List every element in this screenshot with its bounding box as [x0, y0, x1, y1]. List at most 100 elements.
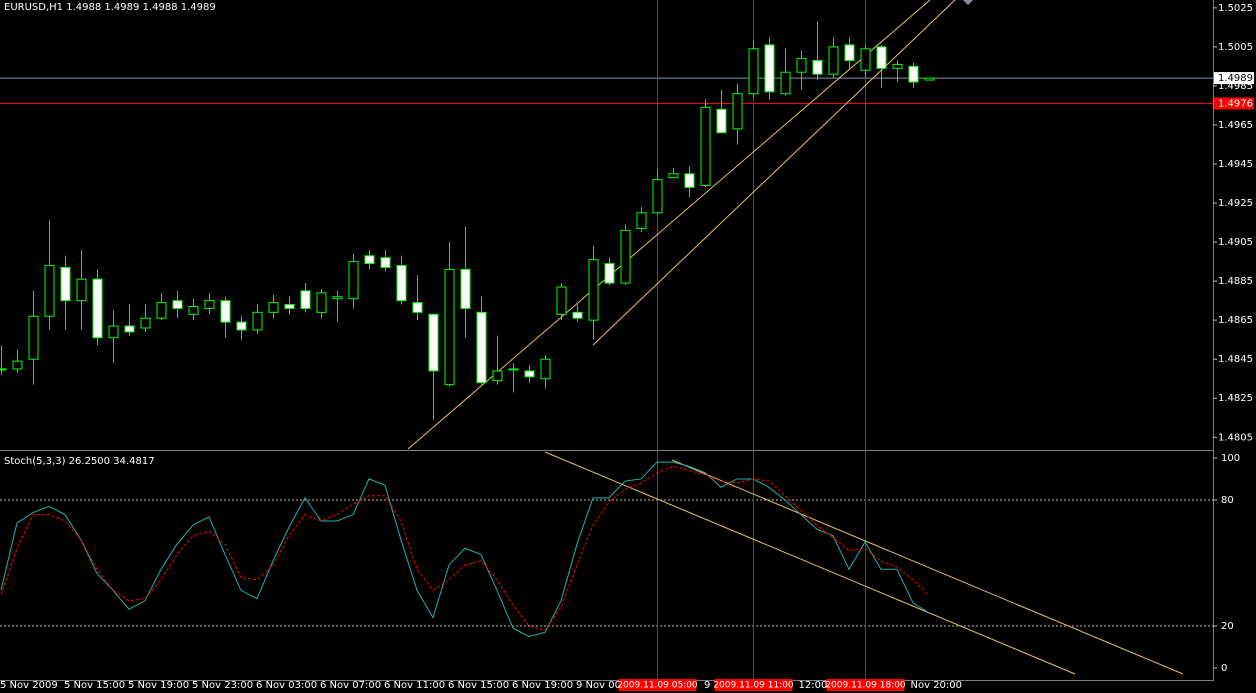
candle-body-up — [156, 302, 167, 319]
y-tick-label: 1.4845 — [1218, 354, 1253, 365]
candle-body-down — [92, 278, 103, 339]
candle-body-down — [172, 300, 183, 309]
candle-body-up — [588, 259, 599, 321]
x-tick-label: 5 Nov 2009 — [0, 680, 58, 691]
candle-body-up — [316, 292, 327, 313]
y-tick-label: 1.4805 — [1218, 432, 1253, 443]
symbol: EURUSD,H1 — [4, 2, 63, 13]
price-label-box — [1214, 72, 1254, 85]
stoch-line — [0, 465, 930, 631]
candle-body-up — [204, 300, 215, 309]
marks — [0, 21, 935, 638]
candle-body-up — [492, 370, 503, 382]
candle-body-up — [108, 325, 119, 339]
time-label: 2009.11.09 05:00 — [617, 681, 698, 691]
x-tick-label: 9 Nov 00: — [576, 680, 624, 691]
y-tick-label: 1.4945 — [1218, 159, 1253, 170]
trend-line — [592, 0, 956, 346]
y-tick-label: 1.4985 — [1218, 81, 1253, 92]
candle-body-up — [732, 93, 743, 130]
candle-body-down — [220, 300, 231, 323]
x-tick-label: 5 Nov 15:00 — [64, 680, 125, 691]
y-tick-label: 1.4965 — [1218, 120, 1253, 131]
trend-line — [544, 451, 1076, 675]
candle-body-up — [268, 302, 279, 313]
y-tick-label: 1.4925 — [1218, 198, 1253, 209]
x-tick-label: Nov 20:00 — [911, 680, 963, 691]
candle-body-up — [508, 368, 519, 371]
x-tick-label: 5 Nov 19:00 — [128, 680, 189, 691]
price-label: 1.4976 — [1218, 98, 1253, 109]
ohlc-low: 1.4988 — [143, 2, 178, 13]
candle-body-down — [236, 321, 247, 331]
candle-body-down — [764, 44, 775, 93]
y-tick-label: 1.4905 — [1218, 237, 1253, 248]
trend-line — [671, 459, 1184, 675]
candle-body-up — [860, 48, 871, 71]
indicator-name: Stoch(5,3,3) — [4, 456, 66, 467]
candle-body-up — [188, 305, 199, 315]
y-tick-label: 1.4825 — [1218, 393, 1253, 404]
candle-body-up — [252, 311, 263, 331]
candle-body-down — [684, 173, 695, 188]
candle-body-up — [444, 268, 455, 386]
time-label: 2009.11.09 11:00 — [713, 681, 794, 691]
candle-body-up — [556, 286, 567, 315]
candle-body-up — [924, 77, 935, 81]
object-marker — [963, 0, 973, 5]
candle-body-down — [428, 313, 439, 372]
y-tick-label: 1.4865 — [1218, 315, 1253, 326]
candle-body-up — [0, 368, 7, 371]
x-tick-label: 5 Nov 23:00 — [192, 680, 253, 691]
candle-body-down — [476, 311, 487, 384]
x-tick-label: 6 Nov 03:00 — [256, 680, 317, 691]
candle-body-down — [524, 370, 535, 378]
time-label: 2009.11.09 18:00 — [825, 681, 906, 691]
candle-body-down — [412, 302, 423, 313]
y-tick-label: 100 — [1221, 453, 1240, 464]
candle-body-up — [748, 48, 759, 95]
time-label-box — [618, 679, 697, 691]
signal-value: 34.4817 — [113, 456, 154, 467]
stoch-line — [0, 461, 930, 638]
candle-body-up — [700, 106, 711, 186]
x-tick-label: 6 Nov 07:00 — [320, 680, 381, 691]
candle-body-down — [284, 304, 295, 309]
candle-body-up — [332, 296, 343, 300]
y-tick-label: 20 — [1221, 621, 1234, 632]
candle-body-up — [828, 46, 839, 75]
candle-body-up — [620, 229, 631, 284]
candle-body-down — [604, 263, 615, 284]
candle-body-up — [12, 360, 23, 370]
candle-body-up — [796, 58, 807, 73]
x-tick-label: 9 — [704, 680, 710, 691]
price-label: 1.4989 — [1218, 73, 1253, 84]
candle-body-up — [892, 63, 903, 69]
candle-body-down — [60, 266, 71, 302]
candle-body-up — [780, 71, 791, 95]
price-label-box — [1214, 97, 1254, 110]
candle-body-up — [540, 358, 551, 380]
x-tick-label: 6 Nov 19:00 — [512, 680, 573, 691]
candle-body-up — [140, 317, 151, 329]
candle-body-up — [44, 264, 55, 317]
candle-body-up — [636, 212, 647, 229]
candle-body-up — [652, 179, 663, 214]
candle-body-down — [124, 325, 135, 333]
x-tick-label: 12:00 — [799, 680, 828, 691]
candle-body-up — [348, 261, 359, 300]
candle-body-down — [876, 46, 887, 69]
candle-body-down — [396, 264, 407, 302]
y-tick-label: 80 — [1221, 495, 1234, 506]
ohlc-high: 1.4989 — [104, 2, 139, 13]
ohlc-open: 1.4988 — [66, 2, 101, 13]
indicator-title: Stoch(5,3,3) 26.2500 34.4817 — [4, 456, 155, 467]
candle-body-down — [380, 257, 391, 268]
candle-body-up — [668, 173, 679, 179]
x-tick-label: 6 Nov 15:00 — [448, 680, 509, 691]
candle-body-down — [364, 255, 375, 265]
y-tick-label: 1.4885 — [1218, 276, 1253, 287]
